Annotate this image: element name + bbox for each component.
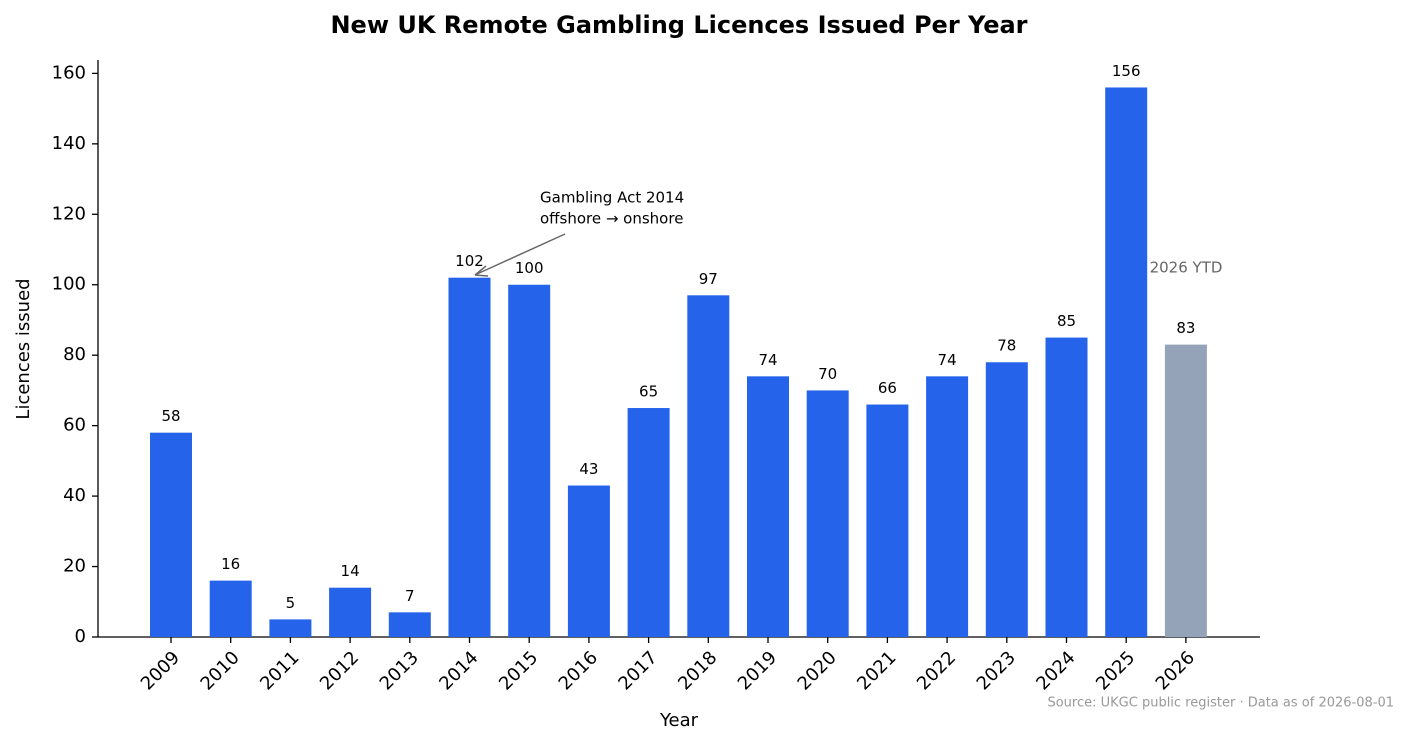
x-tick-label: 2024: [1032, 647, 1079, 694]
bar: [269, 619, 312, 637]
bar: [329, 587, 372, 637]
value-label: 43: [579, 460, 598, 478]
bar: [448, 277, 491, 637]
bar: [388, 612, 431, 637]
x-tick-label: 2010: [197, 647, 244, 694]
bar: [926, 376, 969, 637]
bar: [866, 404, 909, 637]
annotation: offshore → onshore: [540, 210, 683, 228]
value-label: 5: [286, 594, 296, 612]
x-tick-label: 2009: [137, 647, 184, 694]
y-tick-label: 140: [52, 133, 86, 154]
value-label: 58: [161, 407, 180, 425]
x-tick-label: 2026: [1152, 647, 1199, 694]
x-tick-label: 2019: [734, 647, 781, 694]
bar: [985, 362, 1028, 637]
x-tick-label: 2021: [853, 647, 900, 694]
x-tick-label: 2018: [674, 647, 721, 694]
annotation: Gambling Act 2014: [540, 189, 684, 207]
y-tick-label: 0: [75, 626, 86, 647]
value-label: 85: [1057, 312, 1076, 330]
source-note: Source: UKGC public register · Data as o…: [1047, 696, 1394, 711]
value-label: 100: [515, 259, 544, 277]
value-label: 78: [997, 337, 1016, 355]
value-label: 16: [221, 555, 240, 573]
value-label: 65: [639, 383, 658, 401]
x-tick-label: 2015: [495, 647, 542, 694]
x-tick-label: 2011: [256, 647, 303, 694]
bar: [567, 485, 610, 637]
value-label: 74: [938, 351, 957, 369]
bar: [1164, 344, 1207, 637]
y-tick-label: 80: [63, 344, 86, 365]
bar: [1045, 337, 1088, 637]
x-tick-label: 2016: [555, 647, 602, 694]
x-tick-label: 2017: [614, 647, 661, 694]
y-tick-label: 120: [52, 203, 86, 224]
annotation-arrow: [476, 233, 566, 275]
bar: [209, 580, 252, 637]
x-tick-label: 2020: [794, 647, 841, 694]
bar: [687, 295, 730, 637]
y-tick-label: 160: [52, 62, 86, 83]
value-label: 14: [341, 562, 360, 580]
bar: [150, 432, 192, 637]
annotation: 2026 YTD: [1150, 259, 1223, 277]
chart-title: New UK Remote Gambling Licences Issued P…: [330, 11, 1027, 39]
value-label: 7: [405, 587, 415, 605]
value-label: 70: [818, 365, 837, 383]
x-tick-label: 2022: [913, 647, 960, 694]
bar: [627, 408, 670, 637]
y-tick-label: 100: [52, 274, 86, 295]
x-tick-label: 2014: [435, 647, 482, 694]
y-tick-label: 60: [63, 415, 86, 436]
bar: [747, 376, 789, 637]
value-label: 74: [758, 351, 777, 369]
bar: [508, 284, 551, 637]
y-axis-label: Licences issued: [13, 278, 34, 419]
annotation-arrowhead: [474, 265, 489, 277]
bar: [1105, 87, 1148, 637]
value-label: 102: [455, 252, 484, 270]
y-tick-label: 20: [63, 556, 86, 577]
bar: [806, 390, 849, 637]
value-label: 97: [699, 270, 718, 288]
x-tick-label: 2013: [376, 647, 423, 694]
x-tick-label: 2023: [973, 647, 1020, 694]
value-label: 66: [878, 379, 897, 397]
value-label: 156: [1112, 62, 1141, 80]
y-tick-label: 40: [63, 485, 86, 506]
x-tick-label: 2012: [316, 647, 363, 694]
x-axis-label: Year: [659, 710, 699, 731]
value-label: 83: [1176, 319, 1195, 337]
x-tick-label: 2025: [1092, 647, 1139, 694]
